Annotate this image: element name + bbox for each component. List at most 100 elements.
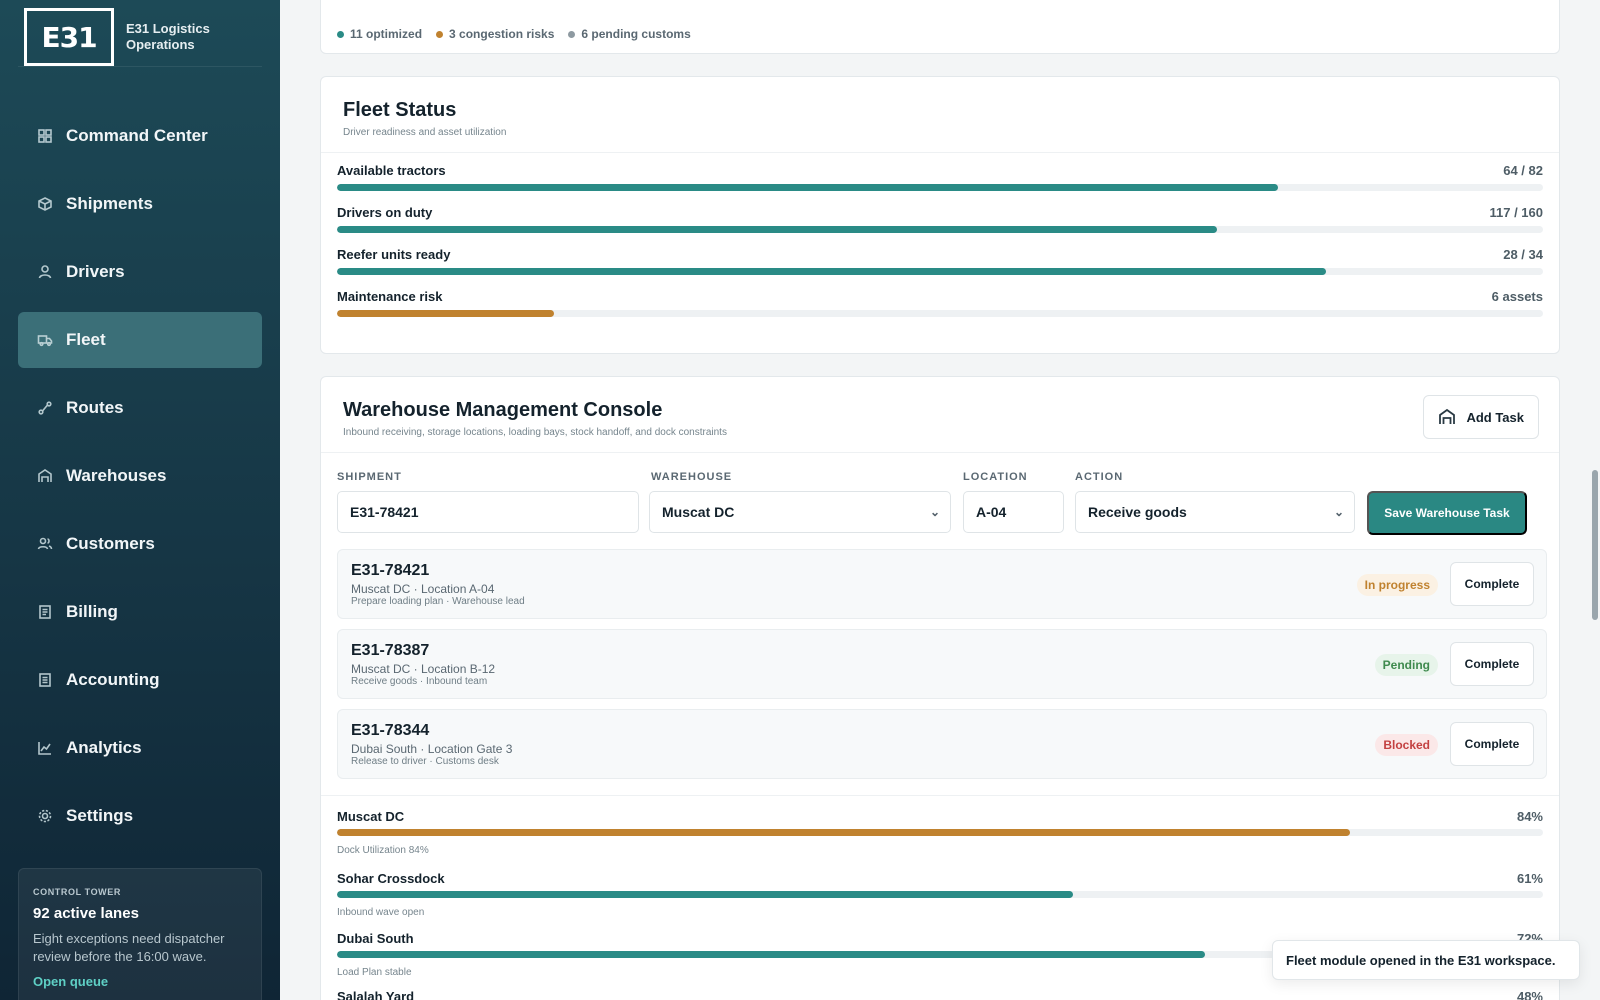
warehouse-utilization-row: Muscat DC 84% Dock Utilization 84% [337, 809, 1543, 856]
box-icon [36, 195, 54, 213]
sidebar-item-drivers[interactable]: Drivers [18, 244, 262, 300]
sidebar-item-settings[interactable]: Settings [18, 788, 262, 844]
sidebar: E31 E31 Logistics Operations Command Cen… [0, 0, 280, 1000]
status-badge: Pending [1374, 654, 1438, 676]
brand[interactable]: E31 E31 Logistics Operations [24, 8, 210, 66]
progress-track [337, 310, 1543, 317]
toast-notification: Fleet module opened in the E31 workspace… [1272, 940, 1580, 980]
complete-button[interactable]: Complete [1450, 722, 1534, 766]
sidebar-item-label: Accounting [66, 670, 160, 689]
task-location: Dubai South · Location Gate 3 [351, 742, 513, 756]
sidebar-item-command-center[interactable]: Command Center [18, 108, 262, 164]
users-icon [36, 535, 54, 553]
warehouse-name: Muscat DC [337, 809, 405, 824]
brand-name: E31 Logistics Operations [126, 21, 210, 53]
legend-item: 3 congestion risks [436, 27, 554, 41]
scrollbar[interactable] [1592, 470, 1598, 620]
ledger-icon [36, 671, 54, 689]
sidebar-item-label: Routes [66, 398, 124, 417]
control-tower-title: 92 active lanes [33, 905, 139, 922]
progress-fill [337, 268, 1326, 275]
chevron-down-icon: ⌄ [929, 505, 940, 519]
open-queue-link[interactable]: Open queue [33, 974, 109, 989]
utilization-value: 61% [1516, 871, 1543, 886]
fleet-metric-value: 64 / 82 [1503, 163, 1543, 178]
progress-fill [337, 951, 1206, 958]
warehouse-name: Salalah Yard [337, 989, 415, 1000]
sidebar-item-routes[interactable]: Routes [18, 380, 262, 436]
sidebar-item-shipments[interactable]: Shipments [18, 176, 262, 232]
fleet-status-title: Fleet Status [343, 99, 457, 121]
sidebar-item-label: Fleet [66, 330, 106, 349]
main-content: 11 optimized 3 congestion risks 6 pendin… [280, 0, 1600, 1000]
divider [321, 795, 1559, 796]
location-input[interactable]: A-04 [963, 491, 1064, 533]
task-row: E31-78344 Dubai South · Location Gate 3 … [337, 709, 1547, 779]
warehouse-label: WAREHOUSE [651, 471, 733, 483]
sidebar-nav: Command Center Shipments Drivers Fleet R… [18, 108, 262, 856]
sidebar-item-label: Shipments [66, 194, 153, 213]
sidebar-item-warehouses[interactable]: Warehouses [18, 448, 262, 504]
divider [18, 66, 262, 67]
sidebar-item-analytics[interactable]: Analytics [18, 720, 262, 776]
sidebar-item-fleet[interactable]: Fleet [18, 312, 262, 368]
warehouse-console-card: Warehouse Management Console Inbound rec… [320, 376, 1560, 1000]
save-warehouse-task-button[interactable]: Save Warehouse Task [1367, 491, 1527, 535]
legend-label: 3 congestion risks [449, 27, 555, 41]
sidebar-item-label: Drivers [66, 262, 125, 281]
action-label: ACTION [1075, 471, 1124, 483]
shipment-label: SHIPMENT [337, 471, 402, 483]
fleet-metric-label: Available tractors [337, 163, 446, 178]
user-icon [36, 263, 54, 281]
add-task-button[interactable]: Add Task [1423, 395, 1539, 439]
chevron-down-icon: ⌄ [1333, 505, 1344, 519]
gear-icon [36, 807, 54, 825]
task-id: E31-78387 [351, 642, 430, 659]
warehouse-console-header: Warehouse Management Console Inbound rec… [321, 377, 1559, 453]
legend-dot [337, 30, 344, 38]
complete-button[interactable]: Complete [1450, 642, 1534, 686]
route-legend: 11 optimized 3 congestion risks 6 pendin… [321, 27, 691, 41]
warehouse-value: Muscat DC [662, 504, 735, 520]
warehouse-console-title: Warehouse Management Console [343, 399, 663, 421]
fleet-metric-value: 28 / 34 [1503, 247, 1543, 262]
fleet-metric-label: Maintenance risk [337, 289, 443, 304]
progress-fill [337, 829, 1351, 836]
task-note: Receive goods · Inbound team [351, 676, 488, 687]
sidebar-item-accounting[interactable]: Accounting [18, 652, 262, 708]
progress-fill [337, 226, 1218, 233]
fleet-status-header: Fleet Status Driver readiness and asset … [321, 77, 1559, 153]
sidebar-item-label: Command Center [66, 126, 208, 145]
sidebar-item-label: Customers [66, 534, 155, 553]
add-task-label: Add Task [1466, 409, 1524, 425]
progress-track [337, 829, 1543, 836]
complete-button[interactable]: Complete [1450, 562, 1534, 606]
control-tower-card: CONTROL TOWER 92 active lanes Eight exce… [18, 868, 262, 1000]
grid-icon [36, 127, 54, 145]
sidebar-item-billing[interactable]: Billing [18, 584, 262, 640]
shipment-input[interactable]: E31-78421 [337, 491, 639, 533]
task-id: E31-78344 [351, 722, 430, 739]
utilization-note: Dock Utilization 84% [337, 845, 429, 856]
progress-fill [337, 891, 1073, 898]
control-tower-text: Eight exceptions need dispatcher review … [33, 931, 225, 964]
fleet-metric-row: Maintenance risk 6 assets [337, 289, 1543, 319]
utilization-note: Load Plan stable [337, 967, 412, 978]
warehouse-select[interactable]: Muscat DC ⌄ [649, 491, 951, 533]
task-location: Muscat DC · Location B-12 [351, 662, 496, 676]
task-row: E31-78387 Muscat DC · Location B-12 Rece… [337, 629, 1547, 699]
fleet-status-subtitle: Driver readiness and asset utilization [343, 127, 507, 138]
warehouse-icon [1439, 408, 1456, 424]
route-icon [36, 399, 54, 417]
progress-track [337, 951, 1543, 958]
task-row: E31-78421 Muscat DC · Location A-04 Prep… [337, 549, 1547, 619]
progress-track [337, 891, 1543, 898]
sidebar-item-customers[interactable]: Customers [18, 516, 262, 572]
warehouse-utilization-row: Sohar Crossdock 61% Inbound wave open [337, 871, 1543, 918]
status-badge: Blocked [1375, 734, 1438, 756]
action-select[interactable]: Receive goods ⌄ [1075, 491, 1355, 533]
utilization-value: 48% [1516, 989, 1543, 1000]
control-tower-kicker: CONTROL TOWER [33, 887, 121, 897]
task-id: E31-78421 [351, 562, 430, 579]
truck-icon [36, 331, 54, 349]
